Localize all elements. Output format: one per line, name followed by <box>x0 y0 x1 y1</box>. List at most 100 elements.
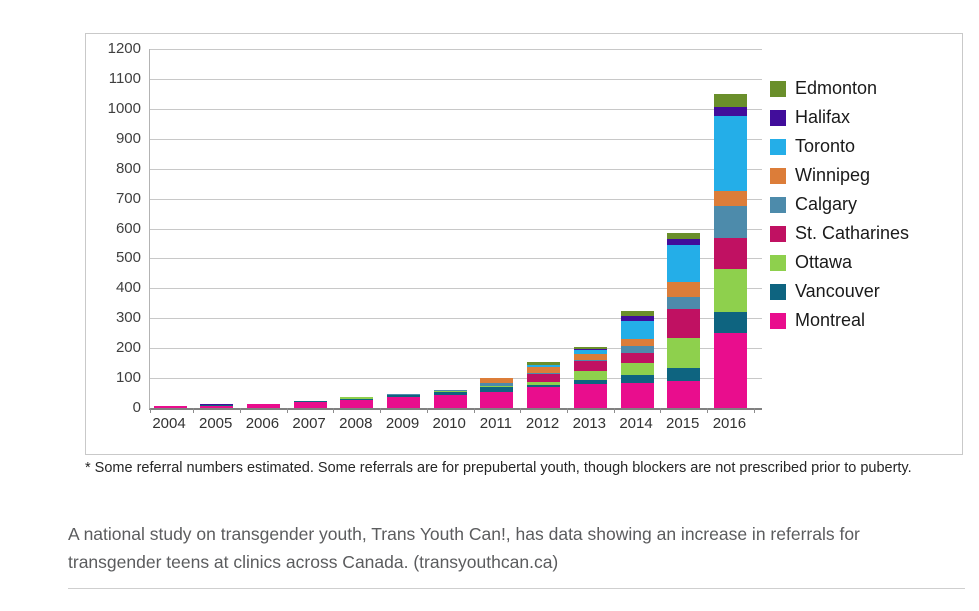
bar-segment-calgary <box>480 382 514 387</box>
legend-item-vancouver: Vancouver <box>770 277 909 306</box>
bar-segment-toronto <box>527 365 561 367</box>
x-axis-label-2004: 2004 <box>152 415 186 432</box>
gridline <box>150 168 762 170</box>
image-caption: A national study on transgender youth, T… <box>68 524 860 572</box>
bar-segment-st-catharines <box>667 309 701 338</box>
legend-swatch-icon <box>770 167 786 184</box>
bar-segment-vancouver <box>433 391 467 395</box>
bar-segment-calgary <box>573 360 607 361</box>
bar-segment-edmonton <box>620 310 654 317</box>
bar-segment-montreal <box>713 333 747 408</box>
bar-segment-montreal <box>340 399 374 408</box>
gridline <box>150 318 762 320</box>
bar-segment-halifax <box>246 403 280 405</box>
bar-segment-winnipeg <box>527 366 561 373</box>
bar-segment-vancouver <box>573 379 607 385</box>
horizontal-divider <box>68 588 965 589</box>
legend-swatch-icon <box>770 254 786 271</box>
bar-segment-montreal <box>480 391 514 408</box>
x-axis-label-2006: 2006 <box>245 415 280 432</box>
chart-footnote: * Some referral numbers estimated. Some … <box>85 460 912 476</box>
legend-label: Vancouver <box>795 281 880 301</box>
bar-segment-montreal <box>293 402 327 408</box>
bar-segment-montreal <box>667 381 701 408</box>
legend-item-winnipeg: Winnipeg <box>770 161 909 190</box>
y-axis-tick-label: 0 <box>132 399 141 416</box>
bar-2014 <box>620 310 654 408</box>
gridline <box>150 138 762 140</box>
plot-area <box>149 49 762 413</box>
y-axis-tick-label: 400 <box>115 279 141 297</box>
bar-2005 <box>200 404 234 408</box>
legend-label: Halifax <box>795 107 851 127</box>
y-axis-tick-label: 1100 <box>108 69 141 87</box>
y-axis-tick-label: 300 <box>115 309 141 327</box>
bar-segment-halifax <box>200 404 234 406</box>
x-axis-tick <box>613 408 615 413</box>
legend-swatch-icon <box>770 80 786 97</box>
bar-segment-winnipeg <box>480 378 514 383</box>
bar-segment-halifax <box>620 316 654 321</box>
y-axis-tick-label: 600 <box>115 219 141 237</box>
bar-segment-montreal <box>527 387 561 408</box>
bar-segment-calgary <box>667 297 701 310</box>
legend-label: St. Catharines <box>795 223 910 243</box>
x-axis-label-2005: 2005 <box>199 415 233 432</box>
bar-segment-edmonton <box>667 233 701 240</box>
bar-2010 <box>433 390 467 408</box>
referrals-stacked-bar-chart: 0 100 200 300 400 500 600 700 800 900 1000 1100 1200… <box>85 33 963 455</box>
legend-swatch-icon <box>770 312 786 329</box>
bar-segment-calgary <box>620 346 654 353</box>
x-axis-tick <box>150 408 151 413</box>
x-axis-label-2007: 2007 <box>292 415 326 432</box>
bar-segment-montreal <box>433 394 467 408</box>
legend-label: Montreal <box>795 310 866 330</box>
legend-swatch-icon <box>770 225 786 242</box>
x-axis-label-2009: 2009 <box>385 415 420 432</box>
y-axis-tick-label: 800 <box>115 159 141 177</box>
x-axis-tick <box>193 408 195 413</box>
legend-item-edmonton: Edmonton <box>770 74 909 103</box>
x-axis-tick <box>660 408 662 413</box>
x-axis-label-2014: 2014 <box>619 415 653 432</box>
gridline <box>150 108 762 110</box>
gridline <box>150 288 762 290</box>
x-axis-tick <box>473 408 475 413</box>
y-axis-tick-label: 1000 <box>107 99 141 117</box>
bar-segment-st-catharines <box>620 352 654 364</box>
legend-item-ottawa: Ottawa <box>770 248 909 277</box>
bar-segment-halifax <box>573 349 607 350</box>
chart-legend: Edmonton Halifax Toronto Winnipeg Calgary St.… <box>770 74 909 335</box>
bar-2007 <box>293 401 327 408</box>
gridline <box>150 49 762 50</box>
x-axis-label-2008: 2008 <box>339 415 373 432</box>
x-axis-label-2012: 2012 <box>525 415 560 432</box>
x-axis-label-2015: 2015 <box>666 415 700 432</box>
bar-segment-ottawa <box>713 268 747 313</box>
bar-segment-montreal <box>573 384 607 408</box>
legend-item-montreal: Montreal <box>770 306 909 335</box>
bar-segment-halifax <box>153 405 187 407</box>
bar-segment-montreal <box>153 406 187 408</box>
bar-segment-edmonton <box>573 346 607 350</box>
bar-segment-calgary <box>387 393 420 396</box>
bar-2011 <box>480 378 514 408</box>
bar-segment-ottawa <box>667 337 701 368</box>
gridline <box>150 378 762 380</box>
gridline <box>150 78 762 80</box>
x-axis-label-2016: 2016 <box>712 415 747 432</box>
bar-segment-ottawa <box>480 386 514 388</box>
bar-segment-montreal <box>246 404 280 408</box>
bar-segment-calgary <box>527 372 561 375</box>
x-axis-tick <box>333 408 335 413</box>
bar-segment-montreal <box>620 382 654 408</box>
bar-segment-montreal <box>387 396 420 408</box>
bar-segment-calgary <box>433 390 467 391</box>
bar-segment-ottawa <box>433 390 467 392</box>
bar-segment-vancouver <box>527 384 561 388</box>
x-axis-tick <box>753 408 755 413</box>
bar-2004 <box>153 405 187 408</box>
bar-segment-st-catharines <box>713 237 747 269</box>
bar-2008 <box>340 397 374 408</box>
